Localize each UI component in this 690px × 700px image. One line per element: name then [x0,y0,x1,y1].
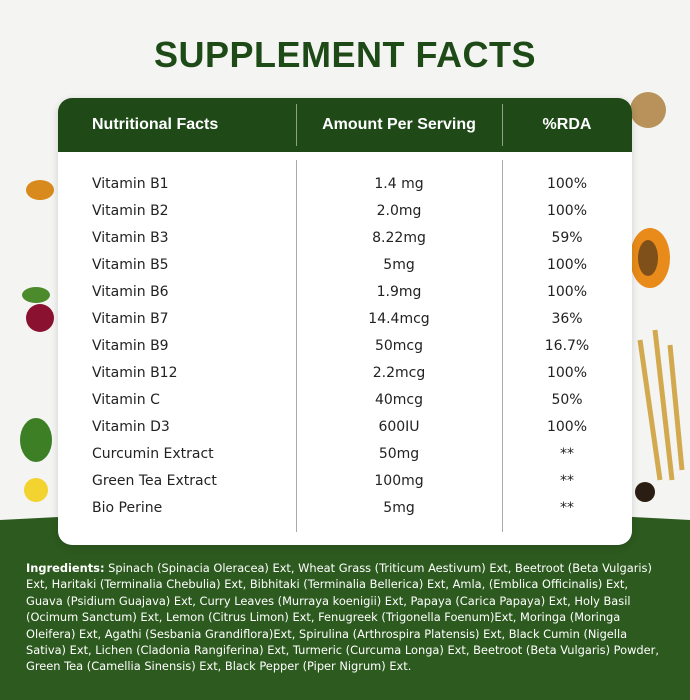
table-cell: Vitamin B7 [92,311,169,327]
table-cell: 100% [546,419,588,435]
table-cell: ** [560,446,574,462]
table-cell: 100% [546,365,588,381]
table-cell: Vitamin B3 [92,230,169,246]
table-cell: Vitamin B9 [92,338,169,354]
column-separator [502,104,503,146]
table-cell: Green Tea Extract [92,473,217,489]
table-cell: 1.9mg [376,284,422,300]
papaya-seeds [638,240,658,276]
table-cell: 100% [546,257,588,273]
table-cell: Vitamin B2 [92,203,169,219]
table-cell: 59% [551,230,583,246]
green-band [0,510,690,700]
wheat [637,329,685,481]
table-cell: 2.0mg [376,203,422,219]
table-cell: Bio Perine [92,500,163,516]
ingredients: Ingredients: Spinach (Spinacia Oleracea)… [26,560,666,675]
table-cell: 8.22mg [372,230,426,246]
lemon [24,478,48,502]
black-cumin [635,482,655,502]
spinach [20,418,52,462]
title: SUPPLEMENT FACTS [153,34,537,75]
seeds [630,92,666,128]
table-cell: 14.4mcg [368,311,430,327]
table-cell: Vitamin B5 [92,257,169,273]
table-cell: 100% [546,284,588,300]
ingredients-label: Ingredients: [26,561,105,575]
table-cell: 5mg [383,257,415,273]
table-cell: 40mcg [374,392,424,408]
table-cell: 600IU [378,419,420,435]
header-cell: Amount Per Serving [322,116,476,133]
header-cell: Nutritional Facts [92,116,219,133]
table-cell: 100% [546,176,588,192]
table-cell: Vitamin C [92,392,160,408]
table-cell: ** [560,473,574,489]
header-cell: %RDA [542,116,592,133]
table-cell: 5mg [383,500,415,516]
column-separator [296,160,297,532]
table-cell: Vitamin D3 [92,419,170,435]
table-cell: 50mcg [374,338,424,354]
beet-leaves [22,287,50,303]
turmeric [26,180,54,200]
table-cell: 2.2mcg [372,365,426,381]
column-separator [502,160,503,532]
table-cell: Vitamin B6 [92,284,169,300]
table-cell: 36% [551,311,583,327]
table-header: Nutritional Facts Amount Per Serving %RD… [58,98,632,152]
ingredients-text: Spinach (Spinacia Oleracea) Ext, Wheat G… [26,561,659,674]
table-cell: ** [560,500,574,516]
table-cell: Vitamin B12 [92,365,178,381]
table-cell: 1.4 mg [374,176,424,192]
column-separator [296,104,297,146]
table-cell: Curcumin Extract [92,446,214,462]
table-cell: 100mg [374,473,424,489]
table-cell: 50% [551,392,583,408]
table-cell: Vitamin B1 [92,176,169,192]
table-cell: 50mg [378,446,420,462]
table-cell: 16.7% [544,338,590,354]
facts-table: Nutritional Facts Amount Per Serving %RD… [58,98,632,545]
beetroot [26,304,54,332]
table-cell: 100% [546,203,588,219]
